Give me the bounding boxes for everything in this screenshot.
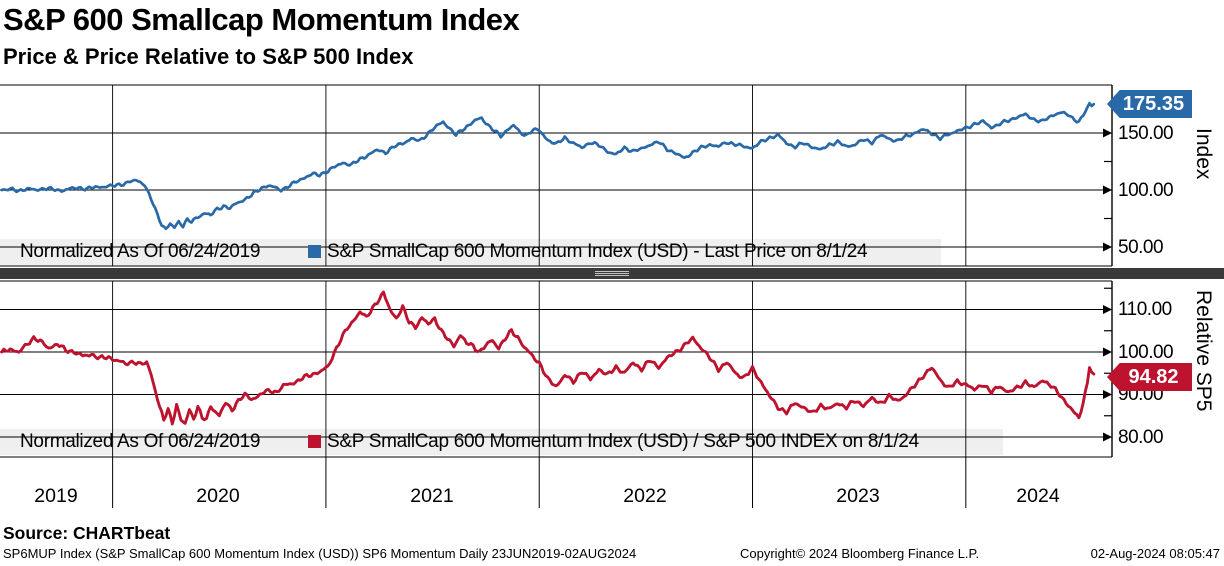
top-legend-band xyxy=(0,239,941,265)
bottom-axis-tick-110: 110.00 xyxy=(1118,299,1172,320)
page-title: S&P 600 Smallcap Momentum Index xyxy=(3,2,520,37)
top-axis-tick-100: 100.00 xyxy=(1118,180,1174,201)
x-axis-year-2019: 2019 xyxy=(34,485,78,507)
chart-timestamp: 02-Aug-2024 08:05:47 xyxy=(1090,546,1220,561)
last-price-tag-index: 175.35 xyxy=(1107,90,1192,118)
top-axis-tick-150: 150.00 xyxy=(1118,123,1174,144)
top-legend-series-label: S&P SmallCap 600 Momentum Index (USD) - … xyxy=(327,241,868,262)
security-descriptor: SP6MUP Index (S&P SmallCap 600 Momentum … xyxy=(3,546,637,561)
x-axis-year-2020: 2020 xyxy=(196,485,240,507)
top-axis-tick-50: 50.00 xyxy=(1118,237,1164,258)
source-label: Source: CHARTbeat xyxy=(3,523,171,543)
bottom-legend-normalized-label: Normalized As Of 06/24/2019 xyxy=(20,431,261,452)
x-axis-year-2024: 2024 xyxy=(1016,485,1060,507)
page-subtitle: Price & Price Relative to S&P 500 Index xyxy=(3,44,414,69)
bottom-axis-title: Relative SP5 xyxy=(1192,290,1215,412)
top-legend-swatch-icon xyxy=(308,245,321,258)
x-axis-year-2022: 2022 xyxy=(623,485,667,507)
panel-splitter-handle[interactable] xyxy=(595,271,629,276)
last-price-tag-relative: 94.82 xyxy=(1107,363,1192,391)
bottom-axis-tick-80: 80.00 xyxy=(1118,427,1164,448)
copyright-notice: Copyright© 2024 Bloomberg Finance L.P. xyxy=(740,546,980,561)
top-axis-title: Index xyxy=(1192,128,1215,180)
bottom-legend-swatch-icon xyxy=(308,435,321,448)
bottom-legend-series-label: S&P SmallCap 600 Momentum Index (USD) / … xyxy=(327,431,919,452)
x-axis-year-2023: 2023 xyxy=(836,485,880,507)
top-legend-normalized-label: Normalized As Of 06/24/2019 xyxy=(20,241,261,262)
bottom-axis-tick-100: 100.00 xyxy=(1118,342,1174,363)
x-axis-year-2021: 2021 xyxy=(410,485,454,507)
bottom-legend-band xyxy=(0,429,1003,455)
